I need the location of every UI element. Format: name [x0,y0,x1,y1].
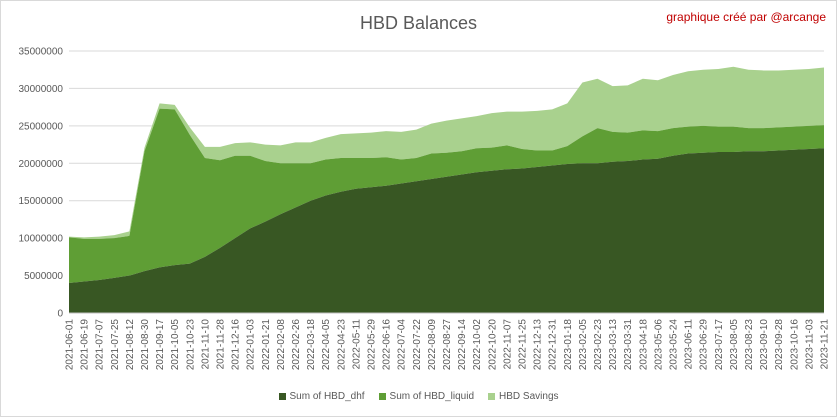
x-tick-label: 2021-06-01 [65,319,76,371]
x-tick-label: 2023-04-18 [638,319,649,371]
x-tick-label: 2023-05-06 [653,319,664,371]
x-tick-label: 2023-06-11 [684,319,695,370]
x-tick-label: 2021-08-30 [140,319,151,371]
area-series-1 [69,108,824,284]
x-tick-label: 2021-10-23 [185,319,196,371]
x-tick-label: 2023-06-29 [699,319,710,371]
x-tick-label: 2022-10-20 [487,319,498,371]
x-tick-label: 2023-08-23 [744,319,755,371]
area-series-0 [69,148,824,313]
credit-text: graphique créé par @arcange [666,10,826,24]
x-tick-label: 2023-01-18 [563,319,574,371]
legend-swatch-dhf [278,393,286,400]
x-tick-label: 2021-11-10 [200,319,211,370]
x-tick-label: 2023-08-05 [729,319,740,371]
x-tick-label: 2021-06-19 [80,319,91,371]
x-tick-label: 2022-07-04 [397,319,408,371]
area-series-2 [69,66,824,239]
legend-label-savings: HBD Savings [499,391,559,402]
legend-item-dhf: Sum of HBD_dhf [278,391,365,402]
x-tick-label: 2022-12-31 [548,319,559,371]
x-tick-label: 2022-04-05 [321,319,332,371]
y-tick-label: 35000000 [19,47,64,58]
y-tick-label: 0 [57,309,63,320]
x-tick-label: 2022-08-27 [442,319,453,371]
legend-item-savings: HBD Savings [488,391,559,402]
x-tick-label: 2022-11-25 [518,319,529,370]
y-tick-label: 30000000 [19,84,64,95]
x-tick-label: 2023-03-31 [623,319,634,371]
x-tick-label: 2022-12-13 [533,319,544,371]
y-tick-label: 15000000 [19,196,64,207]
legend-swatch-liquid [378,393,386,400]
x-tick-label: 2023-03-13 [608,319,619,371]
x-tick-label: 2022-05-29 [367,319,378,371]
x-tick-label: 2021-08-12 [125,319,136,371]
x-tick-label: 2022-10-02 [472,319,483,371]
legend-label-liquid: Sum of HBD_liquid [389,391,475,402]
x-tick-label: 2021-11-28 [216,319,227,370]
legend-label-dhf: Sum of HBD_dhf [289,391,365,402]
x-tick-label: 2023-09-10 [759,319,770,371]
x-tick-label: 2021-09-17 [155,319,166,371]
x-tick-label: 2022-05-11 [351,319,362,370]
legend-swatch-savings [488,393,496,400]
x-tick-label: 2023-09-28 [774,319,785,371]
x-tick-label: 2023-11-03 [804,319,815,370]
x-tick-label: 2023-05-24 [669,319,680,371]
x-tick-label: 2022-11-07 [502,319,513,370]
x-tick-label: 2022-07-22 [412,319,423,371]
x-tick-label: 2022-06-16 [382,319,393,371]
x-tick-label: 2022-08-09 [427,319,438,371]
x-tick-label: 2022-03-18 [306,319,317,371]
x-tick-label: 2022-04-23 [336,319,347,371]
x-tick-label: 2022-01-21 [261,319,272,371]
y-tick-label: 20000000 [19,159,64,170]
x-tick-label: 2021-10-05 [170,319,181,371]
x-tick-label: 2023-07-17 [714,319,725,371]
x-tick-label: 2021-12-16 [231,319,242,371]
x-tick-label: 2022-01-03 [246,319,257,371]
x-tick-label: 2022-09-14 [457,319,468,371]
chart-title: HBD Balances [359,13,478,33]
x-tick-label: 2021-07-25 [110,319,121,371]
x-tick-label: 2021-07-07 [95,319,106,371]
x-tick-label: 2023-10-16 [789,319,800,371]
y-tick-label: 25000000 [19,121,64,132]
x-tick-label: 2022-02-26 [291,319,302,371]
x-tick-label: 2023-02-05 [578,319,589,371]
x-tick-label: 2022-02-08 [276,319,287,371]
legend-item-liquid: Sum of HBD_liquid [378,391,475,402]
x-tick-label: 2023-02-23 [593,319,604,371]
x-tick-label: 2023-11-21 [820,319,831,370]
y-tick-label: 5000000 [24,271,63,282]
y-tick-label: 10000000 [19,234,64,245]
legend: Sum of HBD_dhf Sum of HBD_liquid HBD Sav… [1,391,836,402]
